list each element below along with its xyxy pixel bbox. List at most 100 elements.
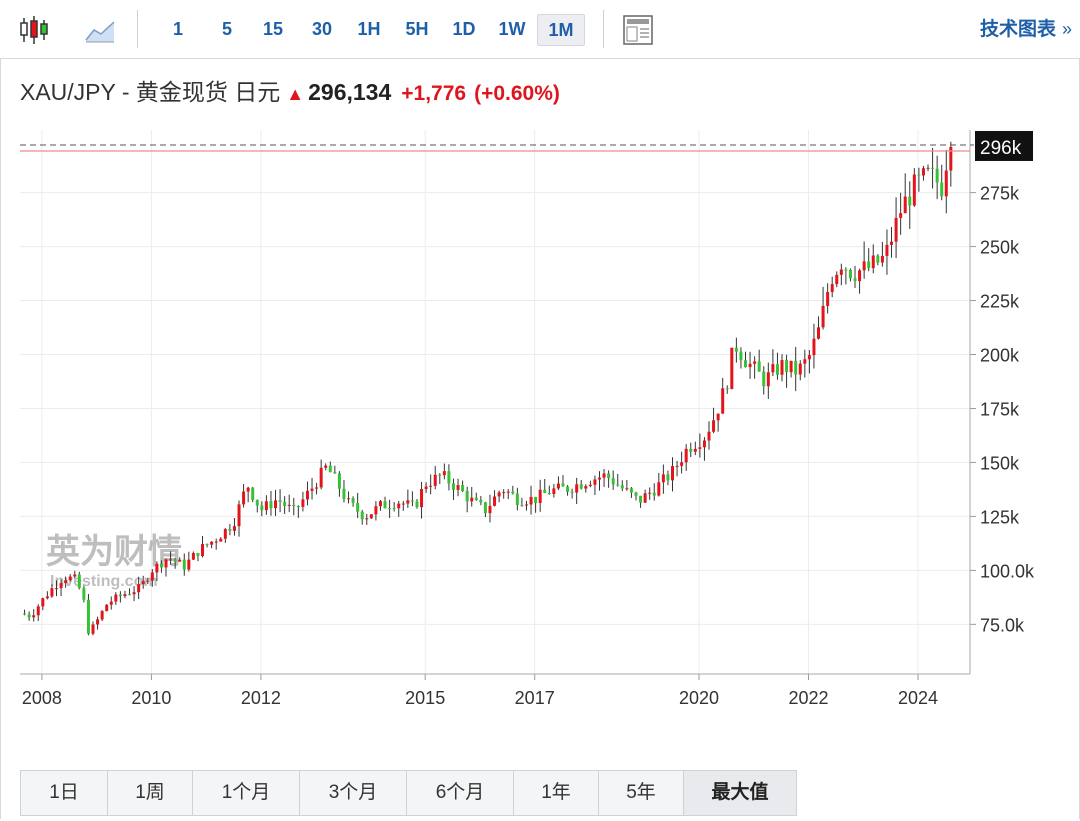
candle-body[interactable]: [611, 478, 615, 485]
candle-body[interactable]: [223, 529, 227, 539]
candle-body[interactable]: [661, 474, 665, 483]
candle-body[interactable]: [150, 572, 154, 581]
candle-body[interactable]: [858, 270, 862, 282]
candle-body[interactable]: [634, 492, 638, 496]
candle-body[interactable]: [524, 504, 528, 506]
candle-body[interactable]: [502, 492, 506, 494]
candle-body[interactable]: [356, 502, 360, 512]
candle-body[interactable]: [287, 504, 291, 506]
candle-body[interactable]: [205, 544, 209, 546]
candle-body[interactable]: [579, 484, 583, 489]
candle-body[interactable]: [716, 413, 720, 421]
candle-body[interactable]: [169, 559, 173, 561]
candle-body[interactable]: [944, 170, 948, 197]
candle-body[interactable]: [109, 601, 113, 605]
candle-body[interactable]: [123, 594, 127, 597]
candle-body[interactable]: [73, 574, 77, 577]
candle-body[interactable]: [666, 474, 670, 481]
candle-body[interactable]: [415, 501, 419, 508]
candle-body[interactable]: [848, 269, 852, 279]
range-button-3[interactable]: 1个月: [193, 771, 300, 815]
candle-body[interactable]: [789, 360, 793, 373]
candle-body[interactable]: [529, 496, 533, 505]
candle-body[interactable]: [424, 486, 428, 489]
candle-body[interactable]: [903, 196, 907, 214]
candle-body[interactable]: [921, 168, 925, 176]
candle-body[interactable]: [520, 505, 524, 507]
candle-body[interactable]: [734, 347, 738, 352]
candle-body[interactable]: [506, 491, 510, 493]
candle-body[interactable]: [210, 541, 214, 545]
candle-body[interactable]: [292, 504, 296, 507]
candle-body[interactable]: [465, 491, 469, 502]
candle-body[interactable]: [853, 278, 857, 282]
candle-body[interactable]: [96, 619, 100, 625]
candle-body[interactable]: [296, 506, 300, 508]
candle-body[interactable]: [771, 364, 775, 373]
candle-body[interactable]: [118, 594, 122, 597]
candle-body[interactable]: [607, 473, 611, 479]
interval-5h[interactable]: 5H: [405, 19, 429, 39]
candle-body[interactable]: [625, 488, 629, 490]
candle-body[interactable]: [940, 182, 944, 197]
tech-chart-link[interactable]: 技术图表»: [980, 14, 1072, 44]
candle-body[interactable]: [821, 305, 825, 328]
candle-body[interactable]: [721, 388, 725, 414]
candle-body[interactable]: [196, 553, 200, 557]
candle-body[interactable]: [351, 498, 355, 503]
candle-body[interactable]: [511, 491, 515, 494]
candle-body[interactable]: [410, 500, 414, 502]
candle-body[interactable]: [333, 472, 337, 474]
candle-body[interactable]: [141, 581, 145, 585]
candle-body[interactable]: [712, 420, 716, 432]
candle-body[interactable]: [780, 360, 784, 375]
candle-body[interactable]: [232, 526, 236, 531]
candle-body[interactable]: [753, 361, 757, 364]
candle-body[interactable]: [433, 474, 437, 486]
candle-body[interactable]: [301, 499, 305, 507]
candle-body[interactable]: [775, 364, 779, 375]
candle-body[interactable]: [451, 483, 455, 490]
interval-1h[interactable]: 1H: [357, 19, 381, 39]
candle-body[interactable]: [214, 541, 218, 543]
candle-body[interactable]: [570, 491, 574, 493]
candle-body[interactable]: [620, 485, 624, 489]
candle-body[interactable]: [319, 467, 323, 488]
candle-body[interactable]: [159, 563, 163, 568]
candle-body[interactable]: [255, 499, 259, 506]
candle-body[interactable]: [844, 269, 848, 271]
candle-body[interactable]: [64, 580, 68, 584]
candle-body[interactable]: [246, 487, 250, 492]
interval-30[interactable]: 30: [311, 19, 333, 39]
range-button-4[interactable]: 3个月: [300, 771, 407, 815]
candle-body[interactable]: [191, 553, 195, 560]
candle-body[interactable]: [766, 372, 770, 387]
candle-body[interactable]: [27, 614, 31, 618]
candle-body[interactable]: [817, 327, 821, 339]
range-button-1[interactable]: 1日: [21, 771, 108, 815]
candle-body[interactable]: [680, 462, 684, 466]
candle-body[interactable]: [242, 491, 246, 505]
candle-body[interactable]: [173, 559, 177, 562]
candle-body[interactable]: [556, 483, 560, 489]
candle-body[interactable]: [438, 474, 442, 476]
candle-body[interactable]: [707, 431, 711, 441]
candle-body[interactable]: [342, 488, 346, 499]
candle-body[interactable]: [283, 501, 287, 506]
candle-body[interactable]: [657, 482, 661, 496]
candle-body[interactable]: [867, 261, 871, 269]
candlestick-icon[interactable]: [16, 12, 52, 48]
candle-body[interactable]: [269, 501, 273, 509]
interval-1d[interactable]: 1D: [452, 19, 476, 39]
candle-body[interactable]: [456, 485, 460, 490]
candle-body[interactable]: [890, 241, 894, 245]
candle-body[interactable]: [182, 559, 186, 570]
candle-body[interactable]: [835, 274, 839, 285]
candle-body[interactable]: [105, 604, 109, 612]
candle-body[interactable]: [748, 363, 752, 368]
candle-body[interactable]: [730, 347, 734, 389]
candle-body[interactable]: [374, 506, 378, 515]
candle-body[interactable]: [82, 588, 86, 600]
candle-body[interactable]: [538, 489, 542, 503]
candle-body[interactable]: [757, 361, 761, 372]
